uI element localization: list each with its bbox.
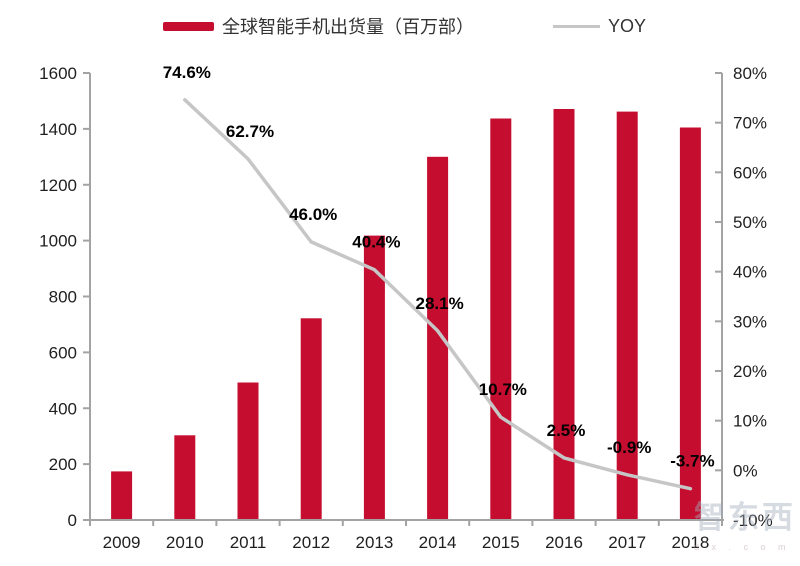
bar-2015 xyxy=(490,118,512,520)
x-axis-label-2014: 2014 xyxy=(419,533,457,552)
yoy-point-label-2011: 62.7% xyxy=(226,122,274,141)
line-series-label: YOY xyxy=(608,15,647,36)
left-axis-label-1000: 1000 xyxy=(39,232,77,251)
right-axis-label-80%: 80% xyxy=(733,64,767,83)
yoy-point-label-2018: -3.7% xyxy=(670,452,714,471)
bar-2014 xyxy=(427,156,449,521)
yoy-point-label-2013: 40.4% xyxy=(352,233,400,252)
yoy-line xyxy=(183,98,693,491)
bar-2018 xyxy=(679,127,701,520)
right-axis-label--10%: -10% xyxy=(733,511,773,530)
right-axis-label-40%: 40% xyxy=(733,263,767,282)
right-axis-label-0%: 0% xyxy=(733,461,758,480)
legend-item-yoy: YOY xyxy=(553,13,646,39)
legend-item-shipments: 全球智能手机出货量（百万部） xyxy=(163,13,474,39)
bar-2011 xyxy=(237,382,259,520)
x-axis-label-2011: 2011 xyxy=(230,533,267,552)
yoy-point-label-2014: 28.1% xyxy=(415,294,463,313)
bar-2010 xyxy=(174,435,196,520)
x-axis-label-2013: 2013 xyxy=(355,533,393,552)
left-axis-label-1400: 1400 xyxy=(39,120,77,139)
yoy-point-label-2012: 46.0% xyxy=(289,205,337,224)
left-axis-label-0: 0 xyxy=(68,511,77,530)
yoy-point-label-2010: 74.6% xyxy=(163,63,211,82)
left-axis-label-1200: 1200 xyxy=(39,176,77,195)
x-axis-label-2016: 2016 xyxy=(545,533,583,552)
right-axis-label-60%: 60% xyxy=(733,163,767,182)
right-axis-label-70%: 70% xyxy=(733,114,767,133)
bar-2012 xyxy=(300,318,322,520)
x-axis-label-2015: 2015 xyxy=(482,533,520,552)
x-axis-label-2017: 2017 xyxy=(608,533,646,552)
line-series-swatch-icon xyxy=(553,24,600,28)
yoy-point-label-2015: 10.7% xyxy=(479,380,527,399)
left-axis-label-600: 600 xyxy=(49,343,77,362)
right-axis-label-30%: 30% xyxy=(733,312,767,331)
x-axis-label-2018: 2018 xyxy=(671,533,709,552)
bar-2013 xyxy=(363,235,385,520)
bar-series-swatch-icon xyxy=(163,21,214,31)
bar-series-label: 全球智能手机出货量（百万部） xyxy=(222,17,474,37)
left-axis-label-800: 800 xyxy=(49,288,77,307)
yoy-point-label-2017: -0.9% xyxy=(607,438,651,457)
right-axis-label-50%: 50% xyxy=(733,213,767,232)
x-axis-label-2010: 2010 xyxy=(166,533,204,552)
bar-2017 xyxy=(616,111,638,520)
right-axis-label-10%: 10% xyxy=(733,412,767,431)
bar-2016 xyxy=(553,109,575,520)
yoy-point-label-2016: 2.5% xyxy=(547,421,586,440)
left-axis-label-1600: 1600 xyxy=(39,64,77,83)
left-axis-label-400: 400 xyxy=(49,399,77,418)
x-axis-label-2009: 2009 xyxy=(103,533,141,552)
bar-2009 xyxy=(111,471,133,520)
left-axis-label-200: 200 xyxy=(49,455,77,474)
x-axis-label-2012: 2012 xyxy=(292,533,330,552)
right-axis-label-20%: 20% xyxy=(733,362,767,381)
